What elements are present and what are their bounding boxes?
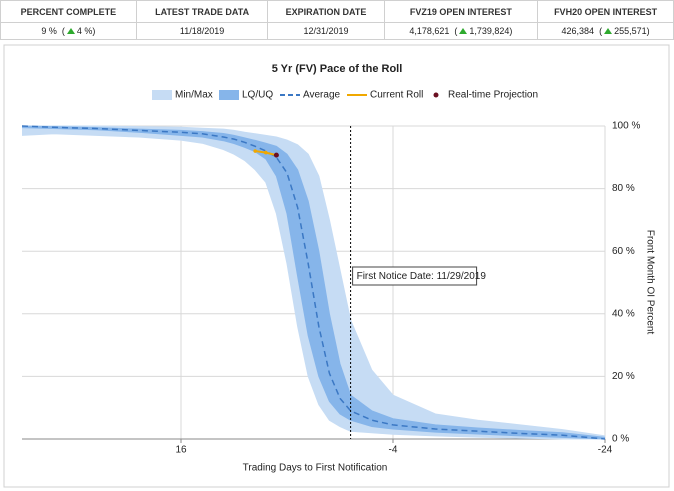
value-row: 9 % 4 % 11/18/2019 12/31/2019 4,178,621 1,739… xyxy=(0,22,674,40)
legend-label: Current Roll xyxy=(370,90,423,101)
cell-value: 9 % xyxy=(41,26,57,36)
series-line xyxy=(21,125,606,440)
y-tick-label: 20 % xyxy=(612,371,635,382)
legend-swatch xyxy=(219,90,239,100)
up-arrow xyxy=(604,28,613,34)
legend-label: LQ/UQ xyxy=(242,90,273,101)
change-value: 255,571 xyxy=(614,26,647,36)
annotation-box xyxy=(352,266,478,286)
projection-point xyxy=(273,152,279,158)
cell-value: 11/18/2019 xyxy=(179,26,225,36)
up-arrow xyxy=(66,28,75,34)
band-lower xyxy=(21,133,605,440)
value-cell: 12/31/2019 xyxy=(267,22,385,40)
y-tick-label: 40 % xyxy=(612,308,635,319)
x-tick-label: -4 xyxy=(389,445,398,456)
y-tick-label: 0 % xyxy=(612,434,629,445)
band-lower xyxy=(21,127,606,440)
line-point xyxy=(264,150,268,155)
cell-change: 255,571 xyxy=(599,26,650,36)
x-tick-label: -24 xyxy=(598,445,613,456)
band-fill xyxy=(22,126,605,439)
change-value: 4 % xyxy=(76,26,93,36)
legend-label: Min/Max xyxy=(175,90,213,101)
y-tick-label: 80 % xyxy=(612,183,635,194)
legend-swatch xyxy=(152,90,172,100)
change-value: 1,739,824 xyxy=(469,26,510,36)
legend-label: Real-time Projection xyxy=(448,90,538,101)
value-cell: 9 % 4 % xyxy=(0,22,137,40)
cell-change: 1,739,824 xyxy=(454,26,512,36)
annotation-text: First Notice Date: 11/29/2019 xyxy=(357,271,487,282)
value-cell: 426,384 255,571 xyxy=(537,22,674,40)
y-tick-label: 100 % xyxy=(612,121,640,132)
legend-label: Average xyxy=(303,90,341,101)
legend-swatch xyxy=(433,92,439,98)
up-arrow xyxy=(459,28,468,34)
x-tick-label: 16 xyxy=(175,445,187,456)
line-point xyxy=(253,149,257,153)
y-axis-title: Front Month OI Percent xyxy=(644,230,655,335)
cell-value: 426,384 xyxy=(561,26,595,36)
band-upper xyxy=(21,125,606,438)
cell-change: 4 % xyxy=(62,26,96,36)
value-cell: 4,178,621 1,739,824 xyxy=(383,22,539,40)
y-tick-label: 60 % xyxy=(612,246,635,257)
x-axis-title: Trading Days to First Notification xyxy=(243,463,388,474)
header-row: PERCENT COMPLETE LATEST TRADE DATA EXPIRAT… xyxy=(0,0,674,23)
chart-title: 5 Yr (FV) Pace of the Roll xyxy=(272,63,403,75)
summary-table: PERCENT COMPLETE LATEST TRADE DATA EXPIRAT… xyxy=(0,0,674,40)
cell-value: 4,178,621 xyxy=(409,26,450,36)
band-upper xyxy=(22,125,606,437)
cell-value: 12/31/2019 xyxy=(303,26,349,36)
